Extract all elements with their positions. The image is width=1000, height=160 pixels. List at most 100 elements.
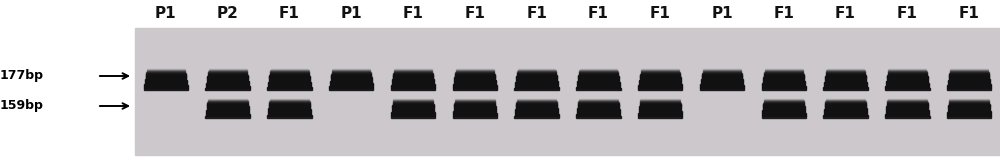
Bar xyxy=(640,103,681,105)
Bar xyxy=(332,72,371,74)
Bar xyxy=(269,79,310,80)
Bar xyxy=(516,103,557,105)
Bar xyxy=(764,101,804,103)
Bar xyxy=(639,80,681,81)
Bar xyxy=(887,77,928,79)
Bar xyxy=(825,106,866,108)
Bar xyxy=(145,80,187,81)
Bar xyxy=(453,116,497,117)
Bar xyxy=(268,84,311,85)
Bar xyxy=(885,86,929,87)
Bar xyxy=(577,108,619,109)
Bar xyxy=(825,80,866,81)
Bar xyxy=(638,114,682,115)
Bar xyxy=(700,88,744,89)
Bar xyxy=(454,77,495,79)
Bar xyxy=(205,88,250,89)
Bar xyxy=(144,87,188,88)
Bar xyxy=(270,100,309,102)
Bar xyxy=(454,109,496,110)
Bar xyxy=(580,69,617,71)
Bar xyxy=(639,111,682,112)
Bar xyxy=(638,87,682,88)
Bar xyxy=(269,106,310,108)
Bar xyxy=(456,71,494,73)
Bar xyxy=(454,83,496,84)
Bar xyxy=(888,74,927,76)
Bar xyxy=(270,74,309,76)
Bar xyxy=(454,108,496,109)
Bar xyxy=(208,73,247,75)
Text: 177bp: 177bp xyxy=(0,69,44,83)
Bar xyxy=(333,68,370,69)
Bar xyxy=(267,87,312,88)
Bar xyxy=(270,99,309,100)
Bar xyxy=(826,75,866,77)
Bar xyxy=(269,76,310,78)
Bar xyxy=(207,82,249,83)
Bar xyxy=(269,80,310,81)
Bar xyxy=(949,74,989,76)
Bar xyxy=(885,116,930,117)
Bar xyxy=(453,85,497,86)
Bar xyxy=(640,77,681,79)
Bar xyxy=(826,72,865,74)
Bar xyxy=(271,69,308,71)
Bar xyxy=(454,106,496,108)
Bar xyxy=(765,71,803,73)
Bar xyxy=(392,108,434,109)
Bar xyxy=(888,98,927,100)
Bar xyxy=(578,106,619,108)
Bar xyxy=(886,81,928,82)
Bar xyxy=(267,116,312,117)
Bar xyxy=(267,115,312,116)
Bar xyxy=(763,103,804,105)
Bar xyxy=(517,72,556,74)
Bar xyxy=(762,115,806,116)
Bar xyxy=(825,76,866,78)
Bar xyxy=(703,69,741,71)
Bar xyxy=(332,70,370,72)
Bar xyxy=(268,85,311,86)
Bar xyxy=(207,109,249,110)
Bar xyxy=(639,108,681,109)
Bar xyxy=(331,80,372,81)
Bar xyxy=(208,72,247,74)
Bar xyxy=(329,86,373,87)
Bar xyxy=(454,80,496,81)
Bar xyxy=(700,84,743,85)
Bar xyxy=(146,74,186,76)
Bar xyxy=(702,74,742,76)
Bar xyxy=(391,113,435,114)
Bar xyxy=(147,69,185,71)
Bar xyxy=(271,68,308,69)
Bar xyxy=(701,81,743,82)
Bar xyxy=(331,74,371,76)
Bar xyxy=(947,87,991,88)
Bar xyxy=(515,84,558,85)
Bar xyxy=(391,87,435,88)
Bar xyxy=(825,81,866,82)
Bar xyxy=(516,104,557,106)
Bar xyxy=(267,88,312,89)
Bar xyxy=(577,81,619,82)
Bar xyxy=(949,79,990,80)
Bar xyxy=(209,68,246,69)
Bar xyxy=(393,103,433,105)
Bar xyxy=(515,113,558,114)
Bar xyxy=(826,70,865,72)
Bar xyxy=(639,84,682,85)
Bar xyxy=(392,105,434,107)
Bar xyxy=(268,110,311,111)
Bar xyxy=(885,87,929,88)
Bar xyxy=(950,68,988,69)
Bar xyxy=(577,111,620,112)
Bar xyxy=(453,115,497,116)
Bar xyxy=(516,76,557,78)
Bar xyxy=(947,116,991,117)
Bar xyxy=(393,77,433,79)
Bar xyxy=(393,104,434,106)
Bar xyxy=(887,102,928,104)
Bar xyxy=(518,70,556,72)
Text: F1: F1 xyxy=(464,5,485,20)
